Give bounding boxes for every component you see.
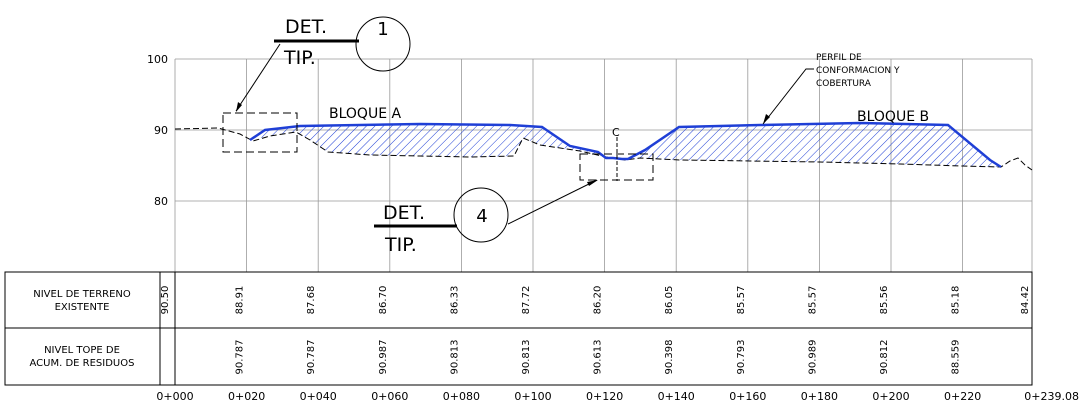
ground-level-value: 85.56 — [879, 286, 890, 315]
ground-level-value: 86.70 — [378, 286, 389, 315]
y-tick-90: 90 — [154, 124, 168, 137]
station-label: 0+200 — [872, 390, 909, 403]
perfil-label-2: CONFORMACION Y — [816, 66, 900, 76]
station-label: 0+040 — [300, 390, 337, 403]
station-label: 0+000 — [156, 390, 193, 403]
detail-1-leader-arrow — [236, 102, 242, 112]
residue-top-value: 90.987 — [378, 340, 389, 375]
bloque-a-label: BLOQUE A — [329, 106, 401, 122]
detail-1-leader — [235, 43, 281, 112]
centerline-label: C — [612, 126, 620, 139]
ground-values: 90.50 88.91 87.68 86.70 86.33 87.72 86.20 86.05… — [160, 286, 1031, 315]
design-profile-line — [249, 121, 1002, 169]
ground-level-value: 87.72 — [521, 286, 532, 315]
station-label: 0+140 — [658, 390, 695, 403]
detail-4-leader — [507, 179, 598, 225]
residue-top-value: 90.398 — [664, 340, 675, 375]
detail-4-leader-arrow — [587, 180, 598, 186]
detail-4-box — [579, 153, 654, 181]
station-label: 0+220 — [944, 390, 981, 403]
row-label-residue-2: ACUM. DE RESIDUOS — [30, 358, 135, 369]
ground-level-value: 90.50 — [160, 286, 171, 315]
detail-4-det: DET. — [383, 202, 425, 224]
station-labels: 0+000 0+020 0+040 0+060 0+080 0+100 0+120 0+140… — [156, 390, 1079, 403]
ground-level-value: 85.57 — [807, 286, 818, 315]
detail-1-circle — [355, 16, 411, 72]
detail-4-number: 4 — [476, 206, 487, 227]
ground-level-value: 86.33 — [449, 286, 460, 315]
residue-top-value: 90.793 — [736, 340, 747, 375]
station-label: 0+020 — [228, 390, 265, 403]
ground-level-value: 87.68 — [306, 286, 317, 315]
bloque-b-label: BLOQUE B — [857, 109, 929, 125]
ground-level-value: 84.42 — [1020, 286, 1031, 315]
ground-level-value: 85.57 — [736, 286, 747, 315]
ground-level-value: 86.20 — [593, 286, 604, 315]
station-label: 0+120 — [586, 390, 623, 403]
perfil-label-1: PERFIL DE — [816, 53, 862, 63]
residue-top-value: 90.812 — [879, 340, 890, 375]
level-table — [4, 271, 1033, 386]
perfil-leader-arrow — [763, 114, 770, 124]
residue-top-value: 90.787 — [235, 340, 246, 375]
station-label: 0+080 — [443, 390, 480, 403]
ground-level-value: 88.91 — [235, 286, 246, 315]
perfil-leader — [762, 68, 814, 125]
detail-4-circle — [453, 187, 509, 243]
y-tick-80: 80 — [154, 195, 168, 208]
residue-top-value: 90.787 — [306, 340, 317, 375]
detail-1-box — [222, 112, 298, 153]
perfil-label-3: COBERTURA — [816, 79, 872, 89]
residue-top-value: 90.989 — [807, 340, 818, 375]
detail-1-det: DET. — [285, 16, 327, 38]
station-label: 0+239.08 — [1024, 390, 1079, 403]
ground-level-value: 86.05 — [664, 286, 675, 315]
existing-ground-line — [174, 127, 1033, 171]
residue-top-value: 88.559 — [951, 340, 962, 375]
residue-values: 90.787 90.787 90.987 90.813 90.813 90.613 90.3… — [235, 340, 962, 375]
residue-top-value: 90.813 — [521, 340, 532, 375]
row-label-ground-1: NIVEL DE TERRENO — [33, 289, 131, 300]
residue-top-value: 90.813 — [449, 340, 460, 375]
station-label: 0+100 — [514, 390, 551, 403]
station-label: 0+060 — [371, 390, 408, 403]
profile-grid — [174, 58, 1033, 273]
row-label-ground-2: EXISTENTE — [55, 302, 110, 313]
detail-1-number: 1 — [377, 19, 388, 40]
station-label: 0+180 — [801, 390, 838, 403]
detail-4-tip: TIP. — [384, 234, 417, 256]
ground-level-value: 85.18 — [951, 286, 962, 315]
detail-1-tip: TIP. — [283, 47, 316, 69]
y-tick-100: 100 — [147, 53, 168, 66]
station-label: 0+160 — [729, 390, 766, 403]
residue-top-value: 90.613 — [593, 340, 604, 375]
row-label-residue-1: NIVEL TOPE DE — [44, 345, 120, 356]
